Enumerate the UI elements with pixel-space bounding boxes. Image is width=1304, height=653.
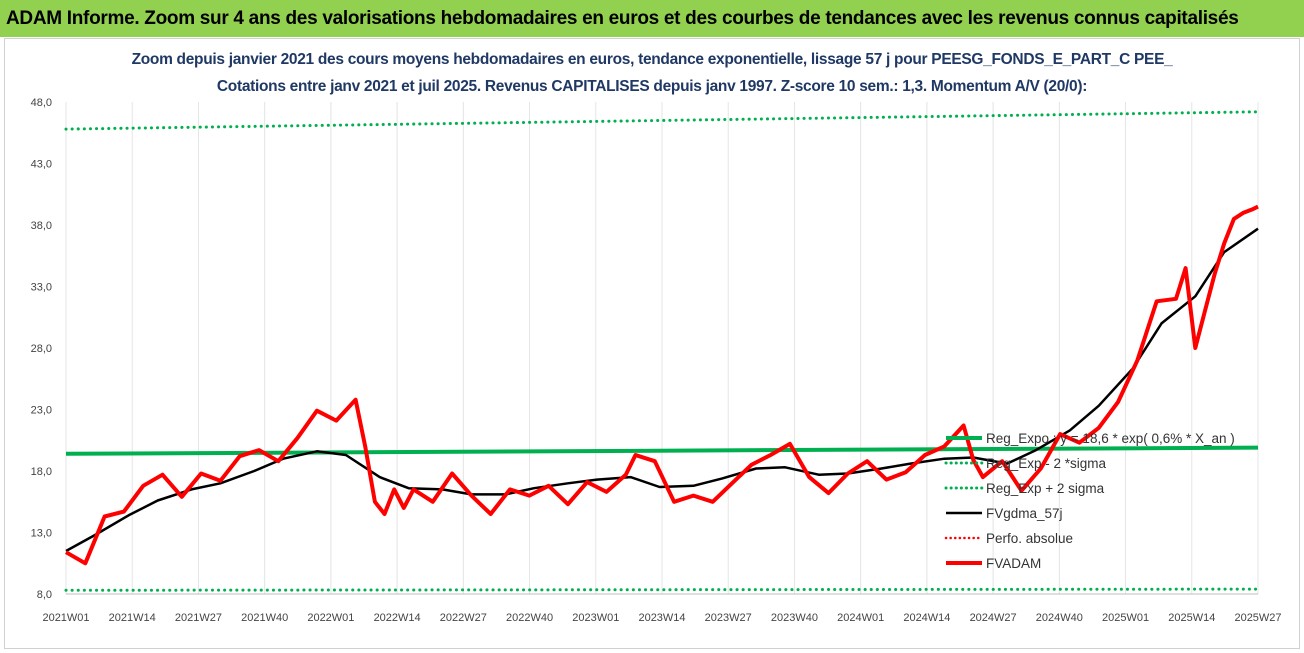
x-tick-label: 2024W27	[970, 612, 1017, 624]
chart-frame	[4, 38, 1300, 649]
y-tick-label: 33,0	[31, 282, 52, 294]
report-banner: ADAM Informe. Zoom sur 4 ans des valoris…	[0, 0, 1304, 37]
legend-label: FVADAM	[986, 556, 1041, 571]
x-tick-label: 2021W40	[241, 612, 288, 624]
x-tick-label: 2024W40	[1036, 612, 1083, 624]
chart-subtitle: Cotations entre janv 2021 et juil 2025. …	[216, 78, 1088, 95]
x-tick-label: 2023W14	[638, 612, 685, 624]
x-tick-label: 2022W27	[440, 612, 487, 624]
x-tick-label: 2022W40	[506, 612, 553, 624]
x-tick-label: 2025W14	[1168, 612, 1215, 624]
x-tick-label: 2025W27	[1234, 612, 1281, 624]
x-tick-label: 2023W27	[705, 612, 752, 624]
x-tick-label: 2021W27	[175, 612, 222, 624]
x-tick-label: 2023W01	[572, 612, 619, 624]
x-tick-label: 2025W01	[1102, 612, 1149, 624]
x-tick-label: 2022W01	[307, 612, 354, 624]
y-tick-label: 38,0	[31, 220, 52, 232]
x-tick-label: 2023W40	[771, 612, 818, 624]
legend-label: Perfo. absolue	[986, 531, 1073, 546]
x-tick-label: 2021W14	[109, 612, 156, 624]
y-tick-label: 28,0	[31, 343, 52, 355]
legend-label: Reg_Exp + 2 sigma	[986, 481, 1105, 496]
banner-text: ADAM Informe. Zoom sur 4 ans des valoris…	[6, 7, 1239, 29]
y-tick-label: 48,0	[31, 97, 52, 109]
legend-label: Reg_Expo : y = 18,6 * exp( 0,6% * X_an )	[986, 431, 1235, 446]
x-tick-label: 2024W01	[837, 612, 884, 624]
series-reg-plus-2-sigma	[64, 110, 1260, 131]
y-tick-label: 23,0	[31, 405, 52, 417]
y-tick-label: 18,0	[31, 466, 52, 478]
legend-label: Reg_Exp - 2 *sigma	[986, 456, 1107, 471]
x-tick-label: 2021W01	[42, 612, 89, 624]
y-tick-label: 13,0	[31, 528, 52, 540]
y-tick-label: 43,0	[31, 159, 52, 171]
series-fvadam	[65, 204, 1259, 566]
x-tick-label: 2024W14	[903, 612, 950, 624]
series-reg-minus-2-sigma	[64, 587, 1260, 592]
x-tick-label: 2022W14	[374, 612, 421, 624]
legend-label: FVgdma_57j	[986, 506, 1063, 521]
chart-title: Zoom depuis janvier 2021 des cours moyen…	[131, 51, 1173, 68]
y-tick-label: 8,0	[37, 589, 52, 601]
